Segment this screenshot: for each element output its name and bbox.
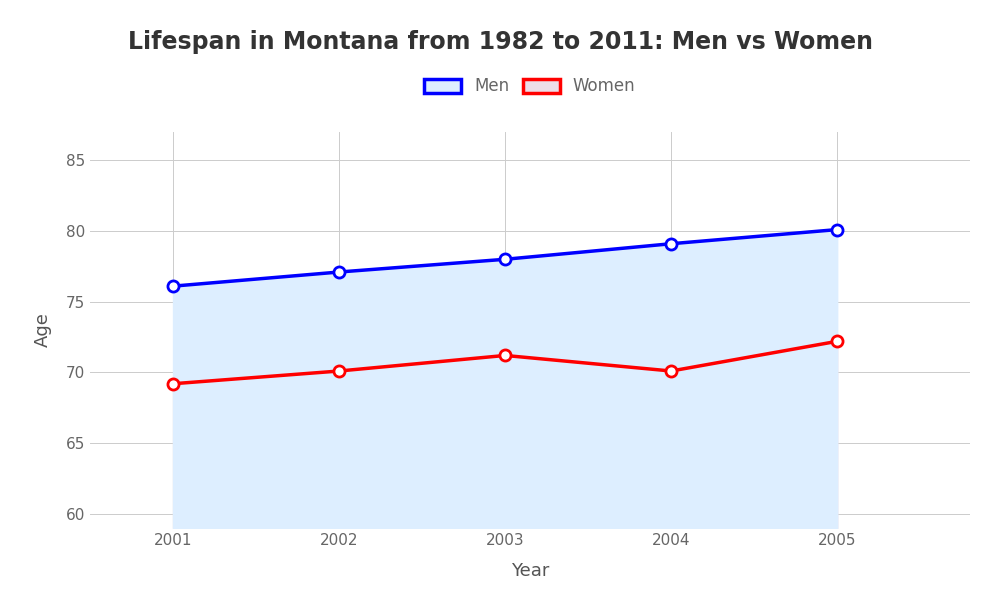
- Text: Lifespan in Montana from 1982 to 2011: Men vs Women: Lifespan in Montana from 1982 to 2011: M…: [128, 30, 872, 54]
- Y-axis label: Age: Age: [34, 313, 52, 347]
- Legend: Men, Women: Men, Women: [416, 69, 644, 104]
- X-axis label: Year: Year: [511, 562, 549, 580]
